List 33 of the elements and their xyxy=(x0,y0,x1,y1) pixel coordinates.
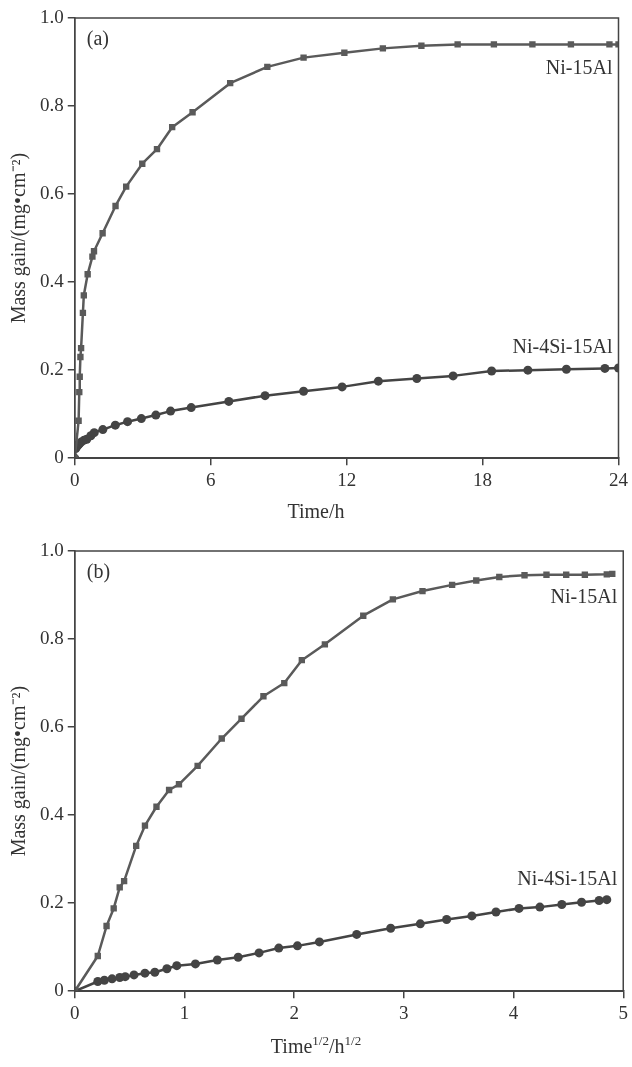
x-tick-label: 24 xyxy=(609,468,629,490)
annotation: (b) xyxy=(86,560,111,584)
series-label: Ni-4Si-15Al xyxy=(512,335,613,358)
x-axis-title: Time/h xyxy=(286,500,346,523)
x-tick-label: 0 xyxy=(70,1001,80,1023)
annotation: (a) xyxy=(86,27,109,51)
series-label: Ni-15Al xyxy=(550,585,618,608)
y-tick-label: 1.0 xyxy=(40,538,64,560)
y-tick-label: 0.2 xyxy=(40,358,64,380)
y-tick-label: 0.4 xyxy=(40,803,65,825)
x-tick-label: 18 xyxy=(473,468,493,490)
x-tick-label: 0 xyxy=(70,468,80,490)
y-axis-title: Mass gain/(mg•cm⁻²) xyxy=(7,685,31,857)
y-tick-label: 0.6 xyxy=(40,182,64,204)
x-tick-label: 1 xyxy=(179,1001,190,1023)
y-tick-label: 0.4 xyxy=(40,270,65,292)
y-tick-label: 1.0 xyxy=(40,5,64,27)
y-tick-label: 0 xyxy=(54,446,64,468)
x-tick-label: 12 xyxy=(337,468,357,490)
x-tick-label: 2 xyxy=(289,1001,299,1023)
x-axis-title: Time$^{1/2}$/h$^{1/2}$ xyxy=(269,1033,363,1058)
x-tick-label: 6 xyxy=(205,468,216,490)
y-tick-label: 0 xyxy=(54,979,64,1001)
x-tick-label: 3 xyxy=(399,1001,409,1023)
y-tick-label: 0.8 xyxy=(40,94,64,116)
x-tick-label: 4 xyxy=(508,1001,519,1023)
y-tick-label: 0.2 xyxy=(40,891,64,913)
y-tick-label: 0.6 xyxy=(40,715,64,737)
series-label: Ni-15Al xyxy=(545,55,613,78)
y-axis-title: Mass gain/(mg•cm⁻²) xyxy=(7,152,31,324)
y-tick-label: 0.8 xyxy=(40,627,64,649)
series-label: Ni-4Si-15Al xyxy=(517,866,618,889)
x-tick-label: 5 xyxy=(618,1001,628,1023)
